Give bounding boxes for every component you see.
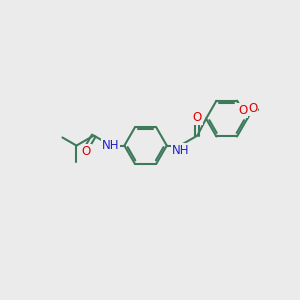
Text: O: O — [238, 104, 247, 117]
Text: NH: NH — [172, 144, 189, 158]
Text: NH: NH — [102, 139, 119, 152]
Text: O: O — [193, 111, 202, 124]
Text: O: O — [82, 145, 91, 158]
Text: O: O — [248, 103, 257, 116]
